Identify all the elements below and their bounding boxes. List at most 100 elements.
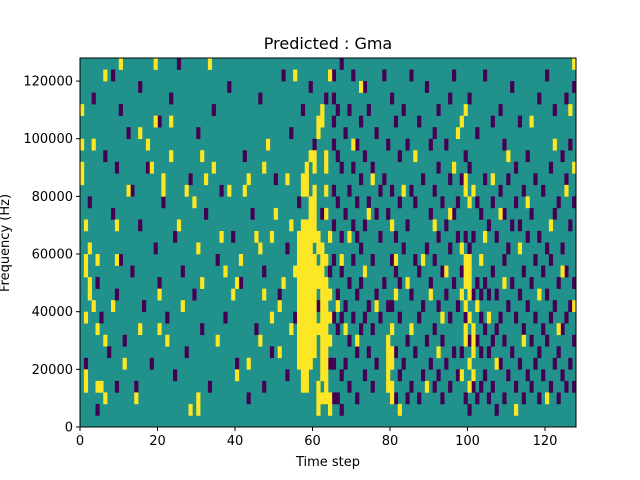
heatmap-cell-low (359, 277, 364, 289)
heatmap-cell-high (196, 242, 201, 255)
heatmap-cell-low (440, 196, 445, 209)
heatmap-cell-low (335, 288, 340, 301)
heatmap-cell-low (165, 311, 170, 324)
heatmap-cell-high (297, 230, 302, 243)
heatmap-cell-low (328, 265, 333, 278)
heatmap-cell-high (475, 300, 480, 312)
heatmap-cell-low (374, 207, 379, 220)
heatmap-cell-low (331, 219, 337, 232)
heatmap-cell-low (467, 334, 472, 347)
heatmap-cell-high (467, 357, 472, 370)
heatmap-cell-high (258, 242, 263, 255)
heatmap-cell-low (525, 300, 530, 312)
heatmap-cell-low (463, 392, 468, 405)
heatmap-cell-high (153, 115, 158, 128)
heatmap-cell-high (316, 265, 321, 278)
heatmap-cell-low (362, 150, 368, 163)
heatmap-cell-high (262, 288, 267, 301)
heatmap-cell-high (87, 277, 92, 289)
heatmap-cell-low (432, 184, 437, 197)
heatmap-cell-low (564, 380, 569, 393)
heatmap-cell-high (459, 369, 464, 382)
heatmap-cell-low (173, 230, 178, 243)
heatmap-cell-low (285, 242, 290, 255)
heatmap-cell-low (436, 369, 441, 382)
heatmap-cell-high (390, 392, 395, 405)
heatmap-cell-low (424, 242, 430, 255)
heatmap-cell-low (452, 277, 457, 289)
heatmap-cell-low (545, 334, 550, 347)
heatmap-cell-high (572, 161, 577, 174)
heatmap-cell-high (521, 334, 526, 347)
heatmap-cell-high (316, 230, 321, 243)
heatmap-cell-high (320, 392, 325, 405)
heatmap-cell-low (517, 219, 523, 232)
heatmap-cell-low (502, 334, 507, 347)
heatmap-cell-high (304, 242, 309, 255)
heatmap-cell-low (560, 150, 565, 163)
heatmap-cell-high (227, 184, 232, 197)
heatmap-cell-low (393, 346, 399, 359)
heatmap-cell-low (223, 311, 228, 324)
heatmap-cell-high (300, 346, 306, 359)
heatmap-cell-high (545, 392, 550, 405)
heatmap-cell-high (486, 311, 492, 324)
heatmap-cell-low (316, 300, 321, 312)
heatmap-cell-low (215, 254, 220, 266)
heatmap-cell-high (529, 115, 534, 128)
heatmap-cell-high (114, 254, 120, 266)
heatmap-cell-high (386, 380, 391, 393)
heatmap-cell-low (560, 369, 565, 382)
heatmap-cell-high (111, 300, 116, 312)
heatmap-cell-high (312, 300, 317, 312)
heatmap-cell-high (471, 346, 476, 359)
heatmap-cell-high (572, 58, 577, 70)
heatmap-cell-high (324, 323, 329, 336)
heatmap-cell-high (91, 138, 96, 151)
heatmap-cell-high (328, 334, 333, 347)
heatmap-cell-low (556, 196, 561, 209)
heatmap-cell-low (440, 265, 445, 278)
heatmap-cell-low (219, 184, 224, 197)
heatmap-cell-low (560, 323, 565, 336)
x-tick-label: 100 (455, 434, 480, 449)
heatmap-cell-low (432, 323, 437, 336)
heatmap-cell-high (320, 288, 325, 301)
heatmap-cell-high (83, 311, 89, 324)
heatmap-cell-low (533, 357, 538, 370)
heatmap-cell-low (417, 311, 422, 324)
heatmap-cell-low (343, 357, 348, 370)
heatmap-cell-low (277, 288, 282, 301)
heatmap-cell-high (297, 265, 302, 278)
heatmap-cell-high (184, 184, 189, 197)
heatmap-cell-low (440, 334, 445, 347)
heatmap-cell-low (157, 277, 162, 289)
heatmap-cell-low (424, 334, 430, 347)
heatmap-cell-low (498, 357, 503, 370)
heatmap-cell-high (242, 184, 247, 197)
heatmap-cell-low (246, 392, 251, 405)
heatmap-cell-low (95, 277, 100, 289)
heatmap-cell-low (510, 81, 515, 93)
heatmap-cell-low (386, 207, 391, 220)
heatmap-cell-low (355, 230, 360, 243)
heatmap-cell-high (471, 323, 476, 336)
heatmap-cell-low (514, 311, 519, 324)
heatmap-cell-high (304, 254, 309, 266)
heatmap-cell-low (564, 173, 569, 186)
heatmap-cell-high (324, 334, 329, 347)
heatmap-cell-low (475, 334, 480, 347)
heatmap-cell-high (312, 230, 317, 243)
heatmap-cell-high (320, 300, 325, 312)
heatmap-cell-high (300, 300, 306, 312)
heatmap-cell-high (393, 288, 399, 301)
heatmap-cell-low (479, 207, 484, 220)
heatmap-cell-low (227, 81, 232, 93)
heatmap-cell-high (339, 254, 344, 266)
heatmap-cell-high (514, 403, 519, 416)
heatmap-cell-low (533, 254, 538, 266)
heatmap-cell-low (417, 392, 422, 405)
heatmap-cell-high (289, 323, 294, 336)
heatmap-cell-low (351, 254, 356, 266)
heatmap-cell-high (308, 150, 313, 163)
